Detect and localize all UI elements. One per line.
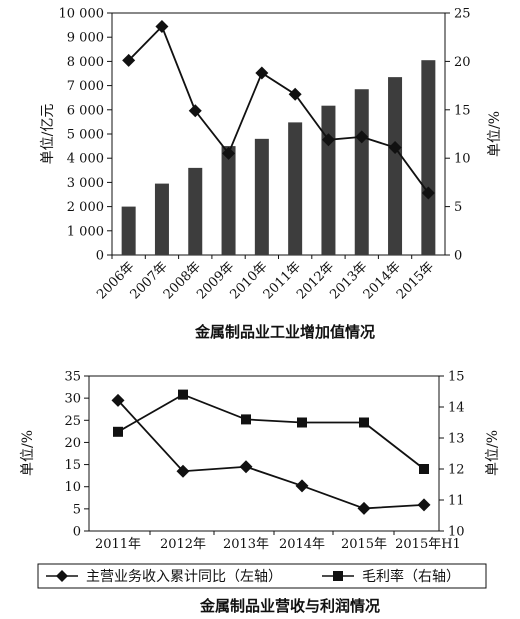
chart2-revenue-point [176,464,190,478]
chart2-x-tick-label: 2013年 [223,537,269,552]
chart1-left-tick-label: 5 000 [67,128,104,143]
chart1-left-ticks: 10 000 9 000 8 000 7 000 6 000 5 000 4 000 3 00… [59,7,112,264]
chart2-plot-frame [88,375,440,532]
chart2-left-tick-label: 5 [73,502,81,517]
chart1-right-tick-label: 0 [454,249,462,264]
chart1-left-tick-label: 2 000 [67,200,104,215]
chart1-left-tick-label: 4 000 [67,152,104,167]
chart2-margin-point [359,417,369,428]
chart1-right-tick-label: 20 [454,55,471,70]
chart1-right-tick-label: 5 [454,200,462,215]
chart1-line-point [122,53,136,67]
chart1-right-tick-label: 25 [454,7,471,22]
chart2-margin-line [117,393,425,470]
chart1-line-series [122,20,435,200]
chart2-revenue-point [295,479,309,493]
chart2-margin-point [297,417,307,428]
chart2-right-tick-label: 12 [448,463,465,478]
chart2-margin-point [241,414,251,425]
chart2-revenue-point [111,393,125,407]
chart2-x-tick-label: 2011年 [95,537,141,552]
chart2-right-tick-label: 13 [448,432,465,447]
chart1: 10 000 9 000 8 000 7 000 6 000 5 000 4 000 3 00… [40,7,503,342]
chart2-revenue-line [117,399,425,510]
chart2-revenue-point [357,501,371,515]
chart1-left-axis-label: 单位/亿元 [40,104,56,165]
chart1-line-point [155,20,169,34]
legend-item-margin: 毛利率（右轴） [322,568,460,585]
chart1-bars [121,60,436,255]
chart2-margin-point [178,389,188,400]
chart1-bar [121,206,136,255]
chart2-right-ticks: 15 14 13 12 11 10 [439,370,465,540]
chart1-bar [321,105,336,255]
chart2-x-tick-label: 2015年 [341,537,387,552]
chart1-left-tick-label: 0 [96,249,104,264]
chart1-right-tick-label: 15 [454,103,471,118]
chart1-line-point [388,141,402,155]
chart1-line-point [421,186,435,200]
chart2-right-tick-label: 14 [448,401,465,416]
legend-revenue-diamond-marker [56,570,68,582]
legend-margin-label: 毛利率（右轴） [362,568,460,585]
chart1-x-tick-label: 2015年 [394,259,437,302]
chart2-left-tick-label: 30 [64,392,81,407]
chart2-title: 金属制品业营收与利润情况 [199,597,380,615]
chart2-left-tick-label: 0 [73,525,81,540]
chart1-right-ticks: 25 20 15 10 5 0 [445,7,471,264]
chart1-left-tick-label: 6 000 [67,103,104,118]
legend-revenue-label: 主营业务收入累计同比（左轴） [86,569,282,585]
chart2-left-tick-label: 15 [64,458,81,473]
chart2-x-ticks: 2011年 2012年 2013年 2014年 2015年 2015年H1 [95,531,461,552]
chart2-right-tick-label: 11 [448,494,465,509]
chart1-left-tick-label: 10 000 [59,7,105,22]
chart1-bar [254,138,269,255]
chart1-line-point [255,66,269,80]
chart2-right-axis-label: 单位/% [485,430,501,476]
chart2-x-tick-label: 2015年H1 [395,537,461,552]
chart1-x-ticks: 2006年2007年2008年2009年2010年2011年2012年2013年… [94,255,437,302]
legend-item-revenue: 主营业务收入累计同比（左轴） [46,569,282,585]
chart1-line [128,24,430,194]
chart1-line-point [222,146,236,160]
chart1-left-tick-label: 3 000 [67,176,104,191]
chart2-left-tick-label: 10 [64,480,81,495]
chart1-left-tick-label: 8 000 [67,55,104,70]
chart1-bar [421,60,436,255]
chart2-right-tick-label: 15 [448,370,465,385]
chart2-revenue-point [239,460,253,474]
chart1-bar [288,122,303,255]
chart1-bar [354,89,369,255]
chart2-left-ticks: 35 30 25 20 15 10 5 0 [64,370,89,540]
chart2-margin-point [113,426,123,437]
chart2-left-tick-label: 35 [64,370,81,385]
chart2-left-tick-label: 25 [64,414,81,429]
legend-margin-square-marker [333,571,343,581]
chart2-left-tick-label: 20 [64,436,81,451]
chart1-bar [154,183,169,255]
chart1-line-point [321,133,335,147]
chart2-revenue-point [417,498,431,512]
chart1-right-axis-label: 单位/% [487,111,503,157]
chart2-legend-box [37,563,487,589]
chart1-title: 金属制品业工业增加值情况 [194,323,375,341]
chart2-series [111,389,431,515]
chart1-line-point [355,130,369,144]
chart2-x-tick-label: 2012年 [160,537,206,552]
chart1-left-tick-label: 1 000 [67,224,104,239]
chart2-left-axis-label: 单位/% [20,430,36,476]
chart1-left-tick-label: 9 000 [67,31,104,46]
chart2-x-tick-label: 2014年 [279,537,325,552]
chart1-line-point [188,104,202,118]
chart1-bar [188,167,203,255]
chart2-right-tick-label: 10 [448,525,465,540]
chart1-right-tick-label: 10 [454,152,471,167]
chart1-line-point [288,87,302,101]
chart1-left-tick-label: 7 000 [67,79,104,94]
chart2-margin-point [419,464,429,474]
chart1-bar [221,146,236,255]
chart1-bar [388,77,403,255]
